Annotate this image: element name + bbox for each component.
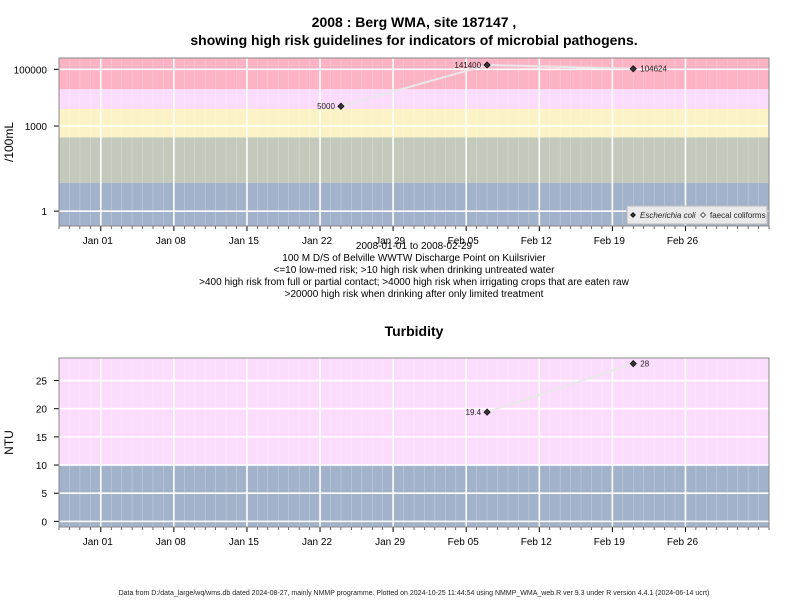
chart1-risk-band-1 bbox=[59, 137, 769, 183]
chart1-x-tick-label: Jan 22 bbox=[302, 236, 332, 247]
chart1-legend-label: Escherichia coli bbox=[640, 211, 696, 220]
chart1-guideline-line3: >20000 high risk when drinking after onl… bbox=[285, 289, 544, 300]
chart2-x-tick-label: Jan 29 bbox=[375, 537, 405, 548]
chart1-guideline-line1: <=10 low-med risk; >10 high risk when dr… bbox=[274, 265, 556, 276]
chart2-x-tick-label: Jan 08 bbox=[156, 537, 186, 548]
chart1-data-point bbox=[629, 65, 637, 73]
chart1-legend-marker bbox=[630, 212, 636, 218]
chart2-plot: Jan 01 Jan 08 Jan 15 Jan 22 Jan 29 Feb 05 Feb … bbox=[2, 357, 770, 548]
chart1-x-tick-label: Feb 26 bbox=[667, 236, 699, 247]
chart1-legend-marker bbox=[700, 212, 706, 218]
chart2-x-tick-label: Jan 01 bbox=[83, 537, 113, 548]
chart1-x-tick-label: Feb 05 bbox=[448, 236, 480, 247]
chart1-data-point bbox=[337, 102, 345, 110]
chart1-data-label: 141400 bbox=[454, 61, 481, 70]
chart2-y-tick-label: 5 bbox=[41, 489, 47, 500]
chart1-plot: Jan 01 Jan 08 Jan 15 Jan 22 Jan 29 Feb 05 Feb … bbox=[2, 57, 770, 247]
chart1-plot-frame bbox=[58, 57, 770, 227]
chart1-x-tick-label: Jan 15 bbox=[229, 236, 259, 247]
chart1-x-tick-label: Jan 01 bbox=[83, 236, 113, 247]
chart2-y-axis-label: NTU bbox=[2, 430, 16, 455]
chart1-x-tick-label: Feb 12 bbox=[521, 236, 553, 247]
chart1-y-tick-label: 100000 bbox=[14, 65, 48, 76]
chart1-y-axis-label: /100mL bbox=[2, 122, 16, 162]
chart2-x-tick-label: Feb 05 bbox=[448, 537, 480, 548]
chart2-x-tick-label: Feb 12 bbox=[521, 537, 553, 548]
footer-note: Data from D:/data_large/wq/wms.db dated … bbox=[119, 590, 710, 597]
chart1-risk-band-3 bbox=[59, 89, 769, 109]
chart2-series-line bbox=[486, 362, 634, 414]
chart2-risk-band-0 bbox=[59, 465, 769, 527]
chart1-site-description: 100 M D/S of Belville WWTW Discharge Poi… bbox=[282, 253, 546, 264]
chart1-x-tick-label: Jan 08 bbox=[156, 236, 186, 247]
chart2-x-tick-label: Feb 26 bbox=[667, 537, 699, 548]
chart2-y-tick-label: 25 bbox=[36, 377, 48, 388]
chart2-y-tick-label: 10 bbox=[36, 461, 48, 472]
chart2-y-tick-label: 15 bbox=[36, 433, 48, 444]
chart1-date-range: 2008-01-01 to 2008-02-29 bbox=[356, 241, 473, 252]
chart2-x-tick-label: Feb 19 bbox=[594, 537, 626, 548]
chart2-x-tick-label: Jan 15 bbox=[229, 537, 259, 548]
chart1-risk-band-2 bbox=[59, 108, 769, 138]
chart1-y-tick-label: 1000 bbox=[25, 122, 48, 133]
chart1-title-line2: showing high risk guidelines for indicat… bbox=[190, 32, 637, 48]
chart2-y-tick-label: 0 bbox=[41, 517, 47, 528]
chart2-data-point bbox=[629, 360, 637, 368]
chart1-x-tick-label: Feb 19 bbox=[594, 236, 626, 247]
chart1-legend bbox=[626, 205, 768, 225]
chart1-y-tick-label: 1 bbox=[41, 207, 47, 218]
chart2-data-label: 28 bbox=[640, 360, 649, 369]
chart1-title-line1: 2008 : Berg WMA, site 187147 , bbox=[312, 14, 517, 30]
chart2-risk-band-1 bbox=[59, 358, 769, 466]
chart2-data-label: 19.4 bbox=[466, 408, 482, 417]
chart1-data-label: 104624 bbox=[640, 65, 667, 74]
chart2-plot-frame bbox=[58, 357, 770, 528]
chart1-guideline-line2: >400 high risk from full or partial cont… bbox=[199, 277, 629, 288]
chart1-x-tick-label: Jan 29 bbox=[375, 236, 405, 247]
chart1-legend-label: faecal coliforms bbox=[710, 211, 766, 220]
chart1-risk-band-4 bbox=[59, 58, 769, 90]
chart2-title: Turbidity bbox=[385, 323, 444, 339]
chart2-x-tick-label: Jan 22 bbox=[302, 537, 332, 548]
chart1-data-label: 5000 bbox=[317, 102, 335, 111]
chart2-data-point bbox=[483, 408, 491, 416]
chart2-y-tick-label: 20 bbox=[36, 405, 48, 416]
chart1-data-point bbox=[483, 61, 491, 69]
